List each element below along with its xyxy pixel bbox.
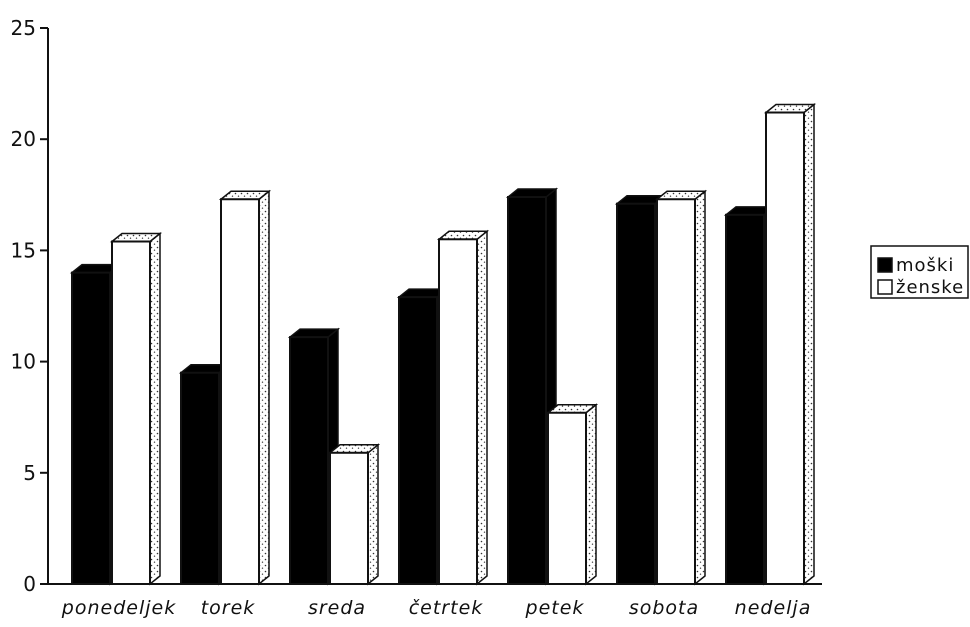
bar-side-face — [258, 189, 270, 586]
legend-label: moški — [896, 255, 954, 276]
x-category-label: nedelja — [735, 597, 812, 619]
bar-side-face — [803, 102, 815, 586]
legend-label: ženske — [896, 277, 964, 298]
bar-moski-5 — [614, 194, 668, 586]
x-category-label: sobota — [629, 597, 699, 619]
bar-moski-4 — [505, 187, 559, 586]
bar-side-face — [476, 229, 488, 586]
bar-front-face — [438, 238, 478, 585]
bar-zenske-5 — [654, 189, 708, 586]
bar-front-face — [547, 411, 587, 586]
y-tick-label: 25 — [11, 16, 36, 40]
y-tick-label: 0 — [23, 572, 36, 596]
bar-front-face — [725, 213, 765, 585]
y-tick-label: 5 — [23, 461, 36, 485]
bar-front-face — [329, 451, 369, 585]
bar-side-face — [149, 231, 161, 586]
bar-zenske-2 — [327, 443, 381, 586]
legend-swatch — [877, 279, 893, 295]
bar-front-face — [111, 240, 151, 585]
bar-zenske-1 — [218, 189, 272, 586]
bars-group — [69, 102, 817, 586]
x-category-label: petek — [525, 597, 585, 619]
bar-zenske-6 — [763, 102, 817, 586]
x-category-label: sreda — [308, 597, 366, 619]
bar-side-face — [367, 443, 379, 586]
bar-front-face — [180, 371, 220, 585]
y-tick-label: 15 — [11, 238, 36, 262]
bar-side-face — [694, 189, 706, 586]
legend-swatch — [877, 257, 893, 273]
bar-front-face — [220, 198, 260, 586]
y-tick-label: 10 — [11, 350, 36, 374]
x-category-label: ponedeljek — [61, 597, 176, 619]
bar-front-face — [616, 202, 656, 585]
bar-front-face — [289, 336, 329, 585]
bar-front-face — [398, 296, 438, 585]
y-tick-label: 20 — [11, 127, 36, 151]
x-category-label: četrtek — [409, 597, 484, 619]
bar-front-face — [71, 271, 111, 585]
bar-front-face — [656, 198, 696, 586]
bar-zenske-3 — [436, 229, 490, 586]
bar-side-face — [585, 403, 597, 586]
bar-front-face — [507, 196, 547, 586]
x-category-label: torek — [201, 597, 256, 619]
bar-zenske-4 — [545, 403, 599, 586]
axes: 0 5 10 15 20 25 — [11, 16, 822, 596]
bar-front-face — [765, 111, 805, 586]
x-axis-labels: ponedeljek torek sreda četrtek petek sobota ne… — [61, 597, 812, 619]
bar-zenske-0 — [109, 231, 163, 586]
